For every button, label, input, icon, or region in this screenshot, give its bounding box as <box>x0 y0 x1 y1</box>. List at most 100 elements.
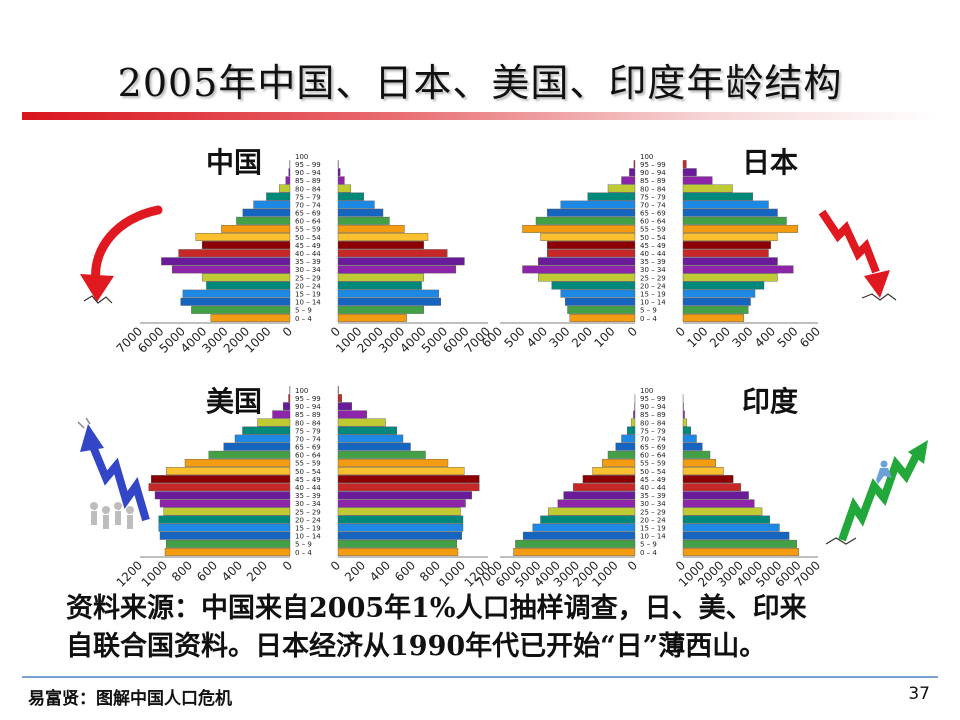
age-group-label: 85 – 89 <box>640 411 666 419</box>
x-tick-label: 1200 <box>114 558 145 589</box>
bar-right <box>682 450 711 459</box>
bar-left <box>178 249 291 258</box>
age-group-label: 90 – 94 <box>640 169 666 177</box>
bar-left <box>288 168 291 177</box>
bar-left <box>607 450 636 459</box>
bar-left <box>282 402 291 411</box>
bar-right <box>682 297 751 306</box>
bar-left <box>148 483 291 492</box>
age-group-label: 70 – 74 <box>640 201 666 209</box>
bar-right <box>337 297 442 306</box>
age-group-label: 40 – 44 <box>640 250 666 258</box>
age-group-label: 40 – 44 <box>295 484 321 492</box>
bar-right <box>337 241 424 250</box>
age-group-label: 50 – 54 <box>295 468 321 476</box>
bar-left <box>538 273 636 282</box>
country-label: 印度 <box>742 385 798 418</box>
age-group-label: 5 – 9 <box>295 307 312 315</box>
red-zigzag-arrow-down-icon <box>818 209 897 301</box>
page-number: 37 <box>908 684 930 704</box>
x-tick-label: 800 <box>169 558 195 584</box>
country-label: 中国 <box>206 146 262 179</box>
age-group-label: 30 – 34 <box>295 500 321 508</box>
bar-left <box>180 297 291 306</box>
bar-right <box>337 499 466 508</box>
bar-right <box>682 515 770 524</box>
bar-left <box>627 426 636 435</box>
age-group-label: 5 – 9 <box>640 307 657 315</box>
bar-right <box>337 184 352 193</box>
age-group-label: 45 – 49 <box>640 242 666 250</box>
age-group-label: 55 – 59 <box>640 226 666 234</box>
age-group-label: 15 – 19 <box>295 291 321 299</box>
x-tick-label: 500 <box>502 324 528 350</box>
x-tick-label: 0 <box>280 558 295 573</box>
bar-right <box>682 176 713 185</box>
bar-right <box>337 450 426 459</box>
x-tick-label: 300 <box>730 324 756 350</box>
bar-right <box>682 305 749 314</box>
bar-right <box>682 233 778 241</box>
age-group-label: 75 – 79 <box>640 427 666 435</box>
age-group-label: 0 – 4 <box>295 315 312 323</box>
bar-right <box>682 442 703 451</box>
bar-right <box>337 515 464 524</box>
x-tick-label: 100 <box>685 324 711 350</box>
age-group-label: 45 – 49 <box>295 476 321 484</box>
bar-right <box>682 160 687 169</box>
age-group-label: 20 – 24 <box>640 282 666 290</box>
bar-right <box>337 281 422 290</box>
bar-right <box>682 483 742 492</box>
bar-left <box>171 265 291 274</box>
x-tick-label: 500 <box>775 324 801 350</box>
bar-left <box>191 305 291 314</box>
age-group-label: 95 – 99 <box>295 161 321 169</box>
bar-left <box>535 216 636 225</box>
age-group-label: 75 – 79 <box>640 193 666 201</box>
blue-zigzag-arrow-up-people-icon <box>77 417 150 529</box>
bar-right <box>337 216 390 225</box>
age-group-label: 80 – 84 <box>295 185 321 193</box>
bar-left <box>602 458 636 467</box>
bar-right <box>682 289 756 298</box>
bar-left <box>540 233 636 241</box>
bar-right <box>337 523 464 532</box>
age-group-label: 50 – 54 <box>295 234 321 242</box>
age-group-label: 60 – 64 <box>295 452 321 460</box>
source-line-2: 自联合国资料。日本经济从1990年代已开始“日”薄西山。 <box>66 631 767 662</box>
page-title: 2005年中国、日本、美国、印度年龄结构 <box>117 61 843 105</box>
bar-right <box>682 426 691 435</box>
bar-right <box>682 410 685 419</box>
bar-right <box>682 507 763 516</box>
bar-right <box>337 539 457 548</box>
bar-left <box>242 426 291 435</box>
age-group-label: 65 – 69 <box>295 444 321 452</box>
source-line-1: 资料来源：中国来自2005年1%人口抽样调查，日、美、印来 <box>66 593 807 624</box>
age-group-label: 40 – 44 <box>295 250 321 258</box>
age-group-label: 100 <box>640 153 653 161</box>
bar-left <box>565 297 636 306</box>
country-label: 美国 <box>206 385 262 418</box>
bar-left <box>234 434 291 443</box>
bar-left <box>184 458 291 467</box>
age-group-label: 25 – 29 <box>640 508 666 516</box>
bar-left <box>569 314 636 322</box>
age-group-label: 10 – 14 <box>295 299 321 307</box>
bar-right <box>337 265 457 274</box>
bar-right <box>337 410 367 419</box>
bar-left <box>253 200 291 209</box>
bar-left <box>154 491 291 500</box>
age-group-label: 90 – 94 <box>295 403 321 411</box>
age-group-label: 75 – 79 <box>295 193 321 201</box>
bar-right <box>337 507 461 516</box>
bar-left <box>538 257 636 266</box>
x-tick-label: 0 <box>625 324 640 339</box>
x-tick-label: 400 <box>367 558 393 584</box>
age-group-label: 55 – 59 <box>640 460 666 468</box>
bar-right <box>682 273 778 282</box>
bar-right <box>337 289 439 298</box>
bar-right <box>682 168 697 177</box>
bar-right <box>337 418 386 427</box>
